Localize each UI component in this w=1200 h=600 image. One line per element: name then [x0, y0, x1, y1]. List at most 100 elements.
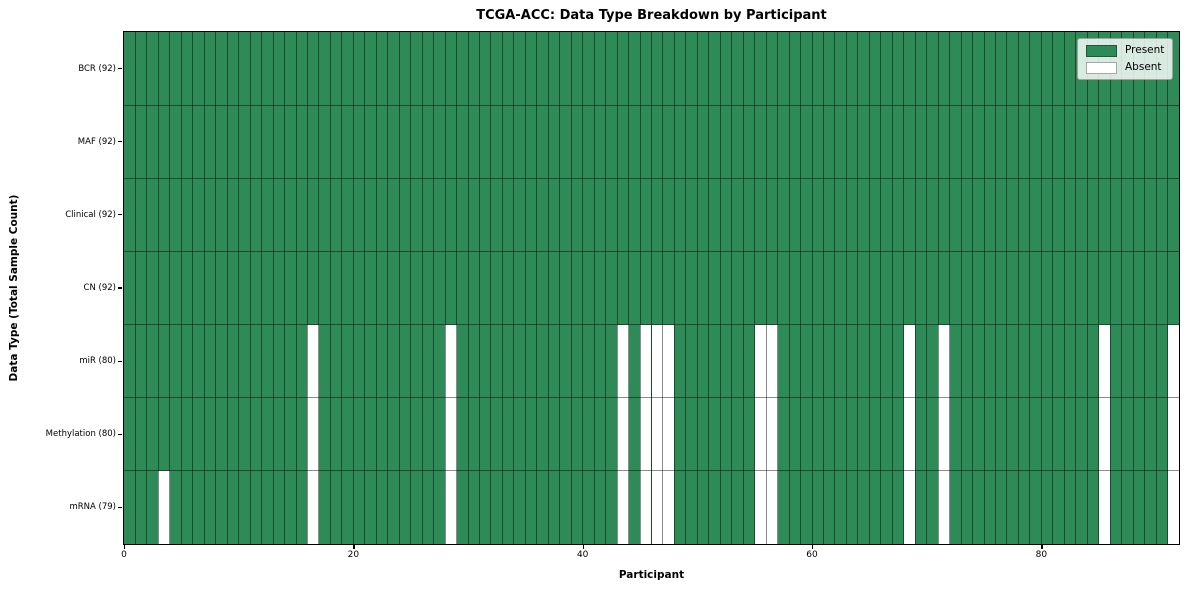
absent-cell [640, 397, 652, 471]
grid-line-vertical [1121, 32, 1123, 544]
grid-line-vertical [903, 32, 905, 544]
grid-line-vertical [318, 32, 320, 544]
grid-line-vertical [410, 32, 412, 544]
grid-line-vertical [765, 32, 767, 544]
grid-line-vertical [157, 32, 159, 544]
absent-cell [1098, 397, 1111, 471]
grid-line-vertical [306, 32, 308, 544]
absent-cell [903, 397, 916, 471]
grid-line-vertical [960, 32, 962, 544]
y-tick-mark [118, 433, 122, 435]
absent-cell [445, 324, 457, 398]
grid-line-vertical [811, 32, 813, 544]
x-tick-mark [124, 545, 126, 549]
grid-line-vertical [192, 32, 194, 544]
grid-line-vertical [857, 32, 859, 544]
absent-cell [903, 324, 916, 398]
grid-line-vertical [341, 32, 343, 544]
absent-cell [445, 470, 457, 544]
grid-line-vertical [662, 32, 664, 544]
legend-label-absent: Absent [1125, 61, 1162, 73]
grid-line-vertical [387, 32, 389, 544]
absent-cell [445, 397, 457, 471]
grid-line-vertical [329, 32, 331, 544]
absent-cell [754, 397, 767, 471]
grid-line-vertical [731, 32, 733, 544]
grid-line-vertical [1017, 32, 1019, 544]
absent-cell [640, 470, 652, 544]
grid-line-vertical [937, 32, 939, 544]
y-tick-label: MAF (92) [77, 136, 116, 147]
absent-cell [617, 470, 629, 544]
grid-line-vertical [845, 32, 847, 544]
grid-line-vertical [1167, 32, 1169, 544]
absent-cell [662, 470, 675, 544]
absent-cell [307, 470, 319, 544]
grid-line-vertical [146, 32, 148, 544]
grid-line-vertical [995, 32, 997, 544]
grid-line-vertical [295, 32, 297, 544]
grid-line-vertical [593, 32, 595, 544]
grid-line-vertical [1132, 32, 1134, 544]
grid-line-vertical [421, 32, 423, 544]
grid-line-vertical [880, 32, 882, 544]
grid-line-horizontal [124, 250, 1179, 252]
legend-item-absent: Absent [1086, 61, 1164, 74]
absent-cell [1167, 324, 1179, 398]
grid-line-vertical [651, 32, 652, 544]
grid-line-vertical [719, 32, 721, 544]
grid-line-vertical [788, 32, 790, 544]
grid-line-vertical [261, 32, 263, 544]
legend: Present Absent [1077, 38, 1174, 80]
absent-cell [1098, 324, 1111, 398]
grid-line-vertical [628, 32, 630, 544]
grid-line-vertical [1144, 32, 1146, 544]
grid-line-vertical [478, 32, 480, 544]
absent-cell [766, 397, 778, 471]
grid-line-vertical [708, 32, 710, 544]
x-tick-mark [1041, 545, 1043, 549]
grid-line-vertical [834, 32, 836, 544]
grid-line-vertical [972, 32, 974, 544]
grid-line-vertical [754, 32, 756, 544]
grid-line-vertical [605, 32, 607, 544]
grid-line-vertical [513, 32, 515, 544]
legend-item-present: Present [1086, 44, 1164, 57]
grid-line-vertical [685, 32, 687, 544]
x-tick-mark [353, 545, 355, 549]
absent-cell [754, 324, 767, 398]
absent-cell [754, 470, 767, 544]
grid-line-vertical [1109, 32, 1111, 544]
grid-line-vertical [536, 32, 538, 544]
grid-line-vertical [570, 32, 572, 544]
grid-line-horizontal [124, 177, 1179, 179]
x-tick-label: 80 [1035, 550, 1048, 560]
x-tick-label: 20 [347, 550, 360, 560]
absent-cell [938, 470, 950, 544]
absent-swatch [1086, 61, 1117, 74]
x-axis-title: Participant [618, 569, 685, 581]
grid-line-vertical [639, 32, 641, 544]
y-tick-mark [118, 360, 122, 362]
y-tick-mark [118, 67, 122, 70]
grid-line-vertical [226, 32, 228, 544]
grid-line-vertical [559, 32, 561, 544]
grid-line-vertical [180, 32, 182, 544]
grid-line-vertical [777, 32, 779, 544]
grid-line-horizontal [124, 397, 1179, 399]
grid-line-vertical [823, 32, 824, 544]
legend-label-present: Present [1125, 44, 1165, 56]
grid-line-vertical [134, 32, 136, 544]
grid-line-vertical [1052, 32, 1054, 544]
grid-line-vertical [891, 32, 893, 544]
grid-line-vertical [456, 32, 458, 544]
grid-line-vertical [352, 32, 354, 544]
absent-cell [1167, 470, 1179, 544]
grid-line-vertical [1006, 32, 1008, 544]
absent-cell [766, 470, 778, 544]
chart-title: TCGA-ACC: Data Type Breakdown by Partici… [476, 8, 827, 23]
absent-cell [662, 397, 675, 471]
grid-line-vertical [375, 32, 377, 544]
grid-line-vertical [949, 32, 951, 544]
grid-line-vertical [249, 32, 251, 544]
